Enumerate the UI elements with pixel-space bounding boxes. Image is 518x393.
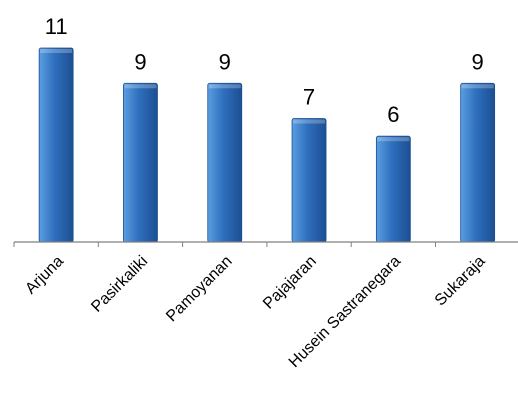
data-label: 11	[45, 14, 68, 39]
data-labels: 11 9 9 7 6 9	[45, 14, 484, 127]
bar-highlight	[40, 49, 73, 53]
category-label: Arjuna	[22, 253, 67, 298]
category-label: Sukaraja	[432, 253, 489, 310]
data-label: 9	[134, 49, 146, 74]
data-label: 9	[472, 49, 484, 74]
bar-highlight	[461, 84, 494, 89]
data-label: 7	[303, 85, 315, 110]
data-label: 6	[387, 102, 399, 127]
bar-sukaraja	[460, 82, 496, 243]
bar-husein-sastranegara	[375, 135, 411, 243]
bar-arjuna	[38, 47, 74, 243]
bar-pasirkaliki	[123, 82, 158, 243]
bar-highlight	[293, 119, 326, 124]
x-axis-ticks	[13, 242, 436, 247]
data-label: 9	[219, 49, 231, 74]
bars-layer	[38, 47, 496, 243]
bar-highlight	[208, 84, 241, 89]
bar-pajajaran	[291, 118, 327, 243]
category-labels: Arjuna Pasirkaliki Pamoyanan PajajaranHusei…	[22, 253, 488, 371]
category-label: Pajajaran	[260, 253, 320, 313]
bar-highlight	[377, 137, 410, 142]
bar-pamoyanan	[207, 82, 243, 243]
bar-highlight	[124, 84, 157, 89]
category-label: Pamoyanan	[163, 253, 235, 325]
category-label: Pasirkaliki	[88, 253, 151, 316]
